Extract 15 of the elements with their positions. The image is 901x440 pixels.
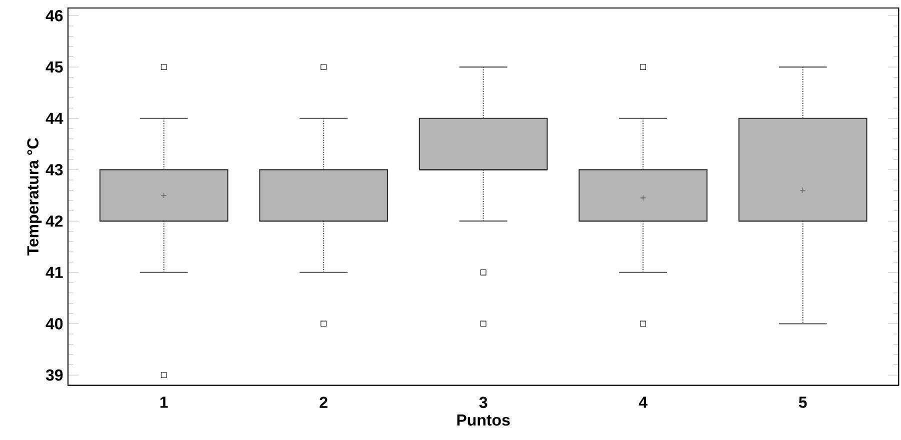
x-tick-label: 3 (479, 396, 488, 408)
x-tick-label: 1 (160, 396, 168, 408)
y-tick-label: 43 (46, 164, 63, 176)
x-tick-label: 5 (798, 396, 807, 408)
y-axis-title: Temperatura °C (27, 138, 42, 256)
y-tick-label: 44 (46, 112, 64, 124)
y-tick-label: 41 (46, 266, 63, 278)
y-tick-label: 40 (46, 318, 63, 330)
x-axis-title: Puntos (457, 414, 510, 426)
y-tick-label: 46 (46, 10, 63, 22)
x-tick-label: 4 (638, 396, 648, 408)
y-tick-label: 42 (46, 215, 63, 227)
y-tick-label: 45 (46, 61, 63, 73)
y-tick-label: 39 (46, 369, 63, 381)
x-tick-label: 2 (320, 396, 328, 408)
